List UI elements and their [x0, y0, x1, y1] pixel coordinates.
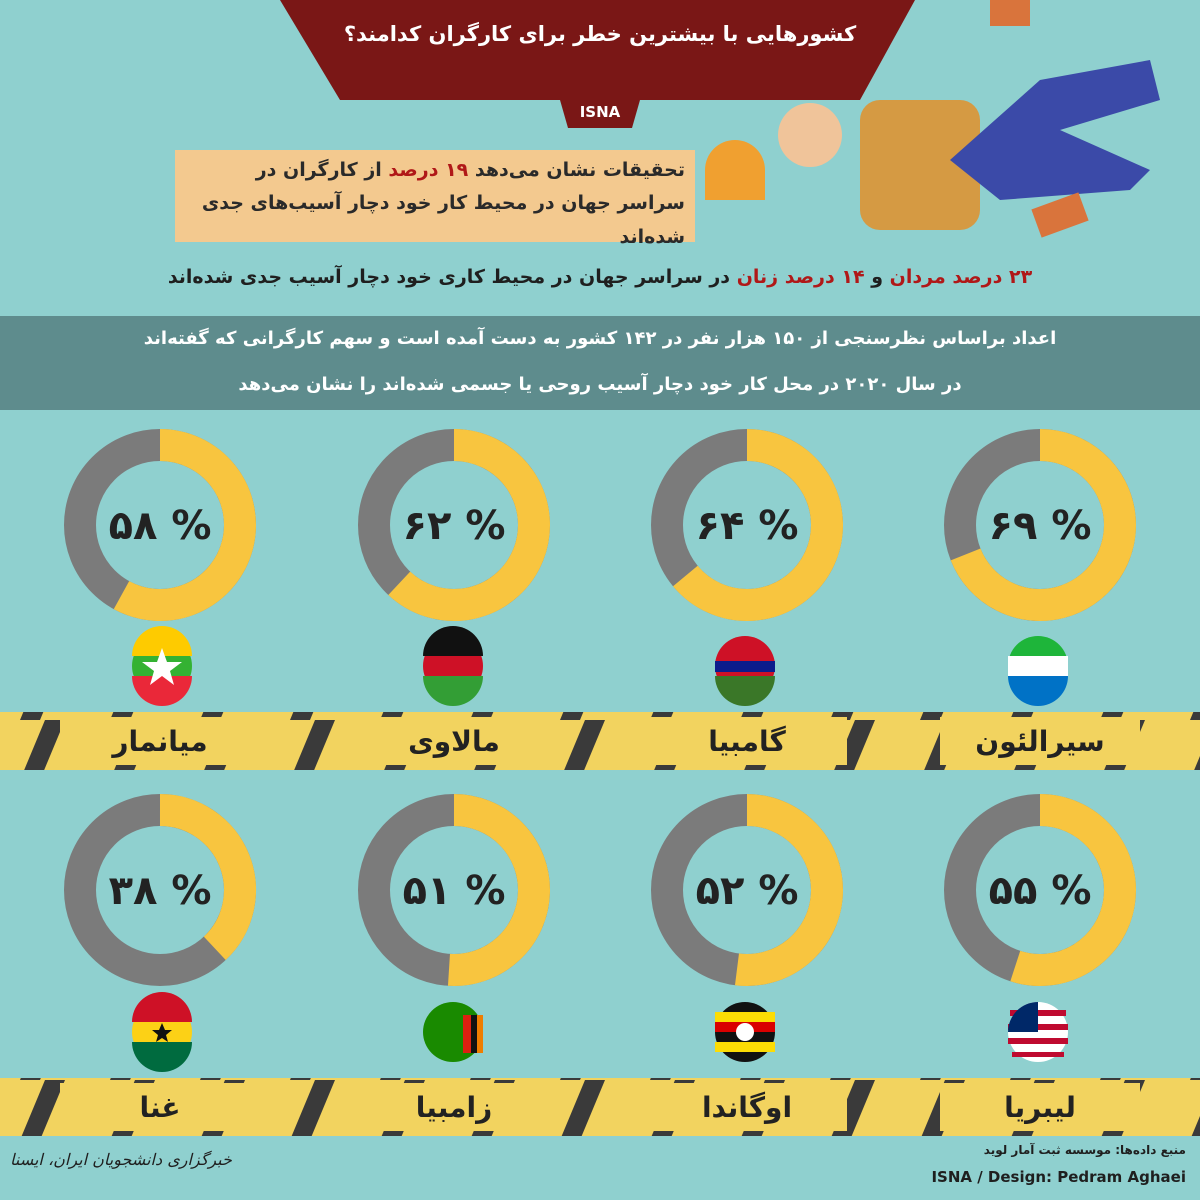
country-box	[647, 717, 847, 765]
country-name: غنا	[139, 1091, 180, 1124]
value-label: % ۳۸	[109, 868, 212, 914]
flag	[715, 636, 775, 706]
value-label: % ۵۸	[109, 503, 212, 549]
worker-illustration	[705, 0, 1160, 238]
country-name: لیبریا	[1004, 1091, 1076, 1124]
country-name: مالاوی	[408, 725, 500, 758]
stat: ۲۳ درصد مردان و ۱۴ درصد زنان در سراسر جه…	[60, 266, 1140, 288]
source: منبع داده‌ها: موسسه ثبت آمار لوید	[983, 1143, 1186, 1157]
country-box	[354, 717, 554, 765]
donut-arc	[159, 794, 256, 960]
donut-arc	[673, 429, 843, 621]
flag	[132, 992, 192, 1072]
stat-highlight: ۱۴ درصد زنان	[736, 266, 865, 288]
method-line: در سال ۲۰۲۰ در محل کار خود دچار آسیب روح…	[238, 374, 962, 395]
intro-text: از کارگران در سراسر جهان در محیط کار خود…	[201, 159, 685, 248]
value-label: % ۶۹	[989, 503, 1092, 549]
value-label: % ۶۴	[696, 503, 799, 549]
title-banner	[280, 0, 915, 100]
country-box	[60, 1083, 260, 1131]
donut-arc	[1010, 794, 1136, 986]
donut-arc	[113, 429, 256, 621]
donut-arc	[950, 429, 1136, 621]
country-name: زامبیا	[416, 1091, 492, 1124]
value-label: % ۵۵	[989, 868, 1092, 914]
country-box	[940, 1083, 1140, 1131]
flag	[1008, 636, 1068, 706]
country-name: سیرالئون	[975, 725, 1104, 758]
flag	[715, 1002, 775, 1062]
country-box	[60, 717, 260, 765]
country-name: گامبیا	[708, 725, 786, 758]
intro: تحقیقات نشان می‌دهد ۱۹ درصد از کارگران د…	[175, 150, 695, 248]
donut-arc	[388, 429, 550, 621]
title: کشورهایی با بیشترین خطر برای کارگران کدا…	[343, 22, 857, 46]
stat-text: در سراسر جهان در محیط کاری خود دچار آسیب…	[167, 266, 731, 288]
flag	[423, 626, 483, 706]
method: اعداد براساس نظرسنجی از ۱۵۰ هزار نفر در …	[0, 316, 1200, 410]
flag	[423, 1002, 483, 1062]
logo: خبرگزاری دانشجویان ایران، ایسنا	[10, 1150, 232, 1169]
donut-arc	[447, 794, 550, 986]
flag	[1008, 1002, 1068, 1062]
credit: ISNA / Design: Pedram Aghaei	[931, 1168, 1186, 1186]
donut-arc	[734, 794, 843, 986]
country-name: اوگاندا	[702, 1091, 792, 1124]
method-band	[0, 316, 1200, 410]
country-box	[647, 1083, 847, 1131]
value-label: % ۵۱	[403, 868, 506, 914]
stat-highlight: ۲۳ درصد مردان	[889, 266, 1033, 288]
agency: ISNA	[579, 103, 621, 121]
country-name: میانمار	[110, 725, 207, 758]
country-box	[354, 1083, 554, 1131]
value-label: % ۵۲	[696, 868, 799, 914]
country-box	[940, 717, 1140, 765]
agency-tab	[560, 100, 640, 128]
value-label: % ۶۲	[403, 503, 506, 549]
intro-highlight: ۱۹ درصد	[388, 159, 469, 181]
stat-text: و	[871, 266, 884, 288]
method-line: اعداد براساس نظرسنجی از ۱۵۰ هزار نفر در …	[143, 328, 1057, 349]
flag	[132, 626, 192, 706]
intro-text: تحقیقات نشان می‌دهد	[474, 159, 685, 181]
